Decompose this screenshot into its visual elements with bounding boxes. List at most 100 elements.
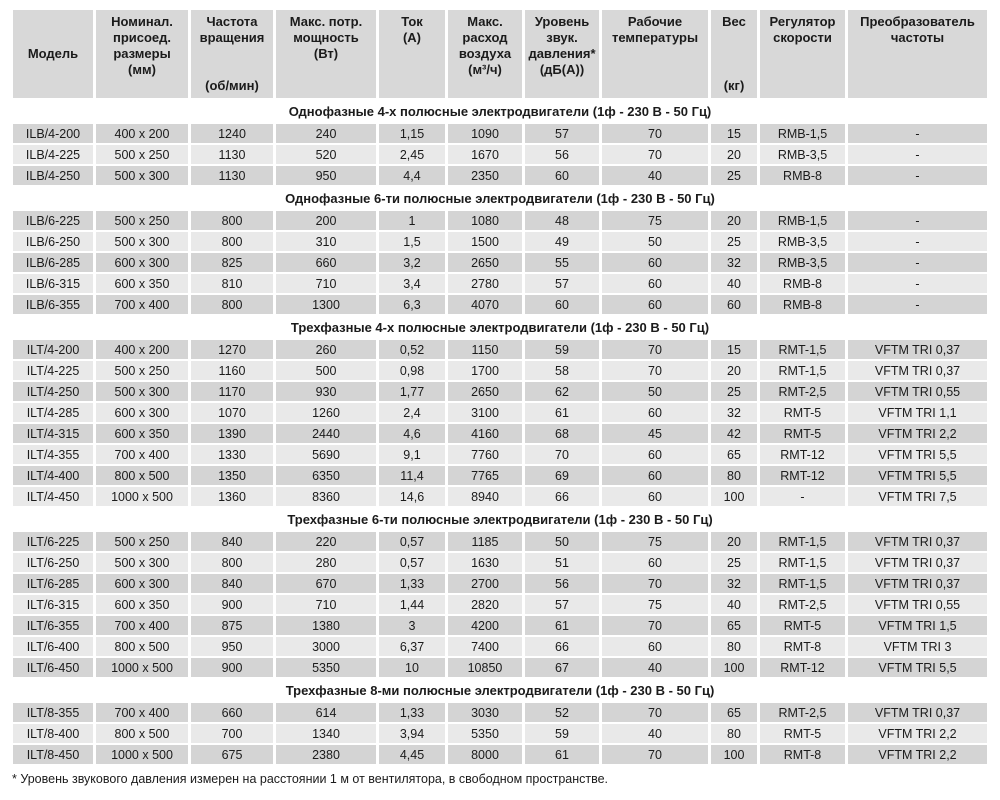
value-cell: 57	[525, 595, 599, 614]
value-cell: 400 x 200	[96, 124, 188, 143]
value-cell: 0,98	[379, 361, 445, 380]
table-row: ILB/4-250 500 x 300 1130 950 4,4 2350 60 40 25 RM…	[13, 166, 987, 185]
model-cell: ILT/4-225	[13, 361, 93, 380]
value-cell: 2440	[276, 424, 376, 443]
value-cell: 1380	[276, 616, 376, 635]
value-cell: 67	[525, 658, 599, 677]
header-rotation-unit: (об/мин)	[205, 78, 259, 94]
table-row: ILT/6-355 700 x 400 875 1380 3 4200 61 70 65 RMT-…	[13, 616, 987, 635]
value-cell: 15	[711, 124, 757, 143]
model-cell: ILB/6-315	[13, 274, 93, 293]
value-cell: 600 x 350	[96, 274, 188, 293]
value-cell: 50	[525, 532, 599, 551]
value-cell: 600 x 300	[96, 574, 188, 593]
header-current: Ток (А)	[379, 10, 445, 98]
value-cell: VFTM TRI 2,2	[848, 745, 987, 764]
header-converter-label: Преобразователь частоты	[860, 14, 975, 45]
value-cell: 710	[276, 274, 376, 293]
value-cell: 3	[379, 616, 445, 635]
value-cell: 2380	[276, 745, 376, 764]
value-cell: 800 x 500	[96, 466, 188, 485]
model-cell: ILT/6-400	[13, 637, 93, 656]
value-cell: 42	[711, 424, 757, 443]
fan-spec-table: Модель Номинал. присоед. размеры (мм) Час…	[10, 8, 990, 766]
value-cell: 52	[525, 703, 599, 722]
table-row: ILT/6-225 500 x 250 840 220 0,57 1185 50 75 20 RM…	[13, 532, 987, 551]
value-cell: 32	[711, 574, 757, 593]
value-cell: 700 x 400	[96, 445, 188, 464]
section-title-row: Однофазные 6-ти полюсные электродвигател…	[13, 187, 987, 209]
value-cell: 280	[276, 553, 376, 572]
value-cell: 2700	[448, 574, 522, 593]
value-cell: 49	[525, 232, 599, 251]
value-cell: 70	[602, 340, 708, 359]
value-cell: 70	[525, 445, 599, 464]
value-cell: 60	[525, 166, 599, 185]
value-cell: 1300	[276, 295, 376, 314]
value-cell: 4070	[448, 295, 522, 314]
section-title: Трехфазные 8-ми полюсные электродвигател…	[13, 679, 987, 701]
value-cell: 61	[525, 616, 599, 635]
value-cell: 675	[191, 745, 273, 764]
value-cell: 60	[602, 274, 708, 293]
value-cell: -	[848, 253, 987, 272]
section-title-row: Трехфазные 6-ти полюсные электродвигател…	[13, 508, 987, 530]
value-cell: 70	[602, 361, 708, 380]
value-cell: 950	[191, 637, 273, 656]
value-cell: VFTM TRI 1,1	[848, 403, 987, 422]
value-cell: 2780	[448, 274, 522, 293]
value-cell: RMB-8	[760, 274, 845, 293]
value-cell: VFTM TRI 0,55	[848, 595, 987, 614]
model-cell: ILT/4-250	[13, 382, 93, 401]
header-rotation-label: Частота вращения	[199, 14, 265, 45]
value-cell: RMT-5	[760, 724, 845, 743]
value-cell: 500 x 300	[96, 232, 188, 251]
value-cell: VFTM TRI 3	[848, 637, 987, 656]
table-row: ILT/6-250 500 x 300 800 280 0,57 1630 51 60 25 RM…	[13, 553, 987, 572]
value-cell: 20	[711, 211, 757, 230]
header-airflow-label: Макс. расход воздуха	[458, 14, 512, 61]
value-cell: -	[848, 145, 987, 164]
value-cell: 66	[525, 637, 599, 656]
table-row: ILB/4-200 400 x 200 1240 240 1,15 1090 57 70 15 R…	[13, 124, 987, 143]
value-cell: 5350	[276, 658, 376, 677]
value-cell: 220	[276, 532, 376, 551]
value-cell: -	[848, 274, 987, 293]
value-cell: 500 x 300	[96, 382, 188, 401]
value-cell: 8940	[448, 487, 522, 506]
model-cell: ILT/6-225	[13, 532, 93, 551]
value-cell: 500 x 300	[96, 553, 188, 572]
value-cell: RMB-3,5	[760, 232, 845, 251]
value-cell: 240	[276, 124, 376, 143]
value-cell: -	[848, 124, 987, 143]
header-power-unit: (Вт)	[313, 45, 339, 61]
model-cell: ILT/4-400	[13, 466, 93, 485]
value-cell: 4,4	[379, 166, 445, 185]
value-cell: RMT-8	[760, 637, 845, 656]
value-cell: 900	[191, 658, 273, 677]
value-cell: RMT-1,5	[760, 574, 845, 593]
value-cell: 2650	[448, 253, 522, 272]
value-cell: 4200	[448, 616, 522, 635]
value-cell: -	[848, 295, 987, 314]
model-cell: ILT/8-450	[13, 745, 93, 764]
model-cell: ILT/6-355	[13, 616, 93, 635]
value-cell: 6,3	[379, 295, 445, 314]
value-cell: RMB-1,5	[760, 211, 845, 230]
value-cell: 500 x 250	[96, 361, 188, 380]
value-cell: 20	[711, 145, 757, 164]
value-cell: 2,45	[379, 145, 445, 164]
value-cell: 1700	[448, 361, 522, 380]
value-cell: 600 x 300	[96, 403, 188, 422]
value-cell: 3,94	[379, 724, 445, 743]
value-cell: 5690	[276, 445, 376, 464]
value-cell: 840	[191, 574, 273, 593]
value-cell: 65	[711, 616, 757, 635]
value-cell: RMB-3,5	[760, 253, 845, 272]
value-cell: 68	[525, 424, 599, 443]
value-cell: 10	[379, 658, 445, 677]
value-cell: 55	[525, 253, 599, 272]
value-cell: 400 x 200	[96, 340, 188, 359]
value-cell: 100	[711, 658, 757, 677]
value-cell: 58	[525, 361, 599, 380]
